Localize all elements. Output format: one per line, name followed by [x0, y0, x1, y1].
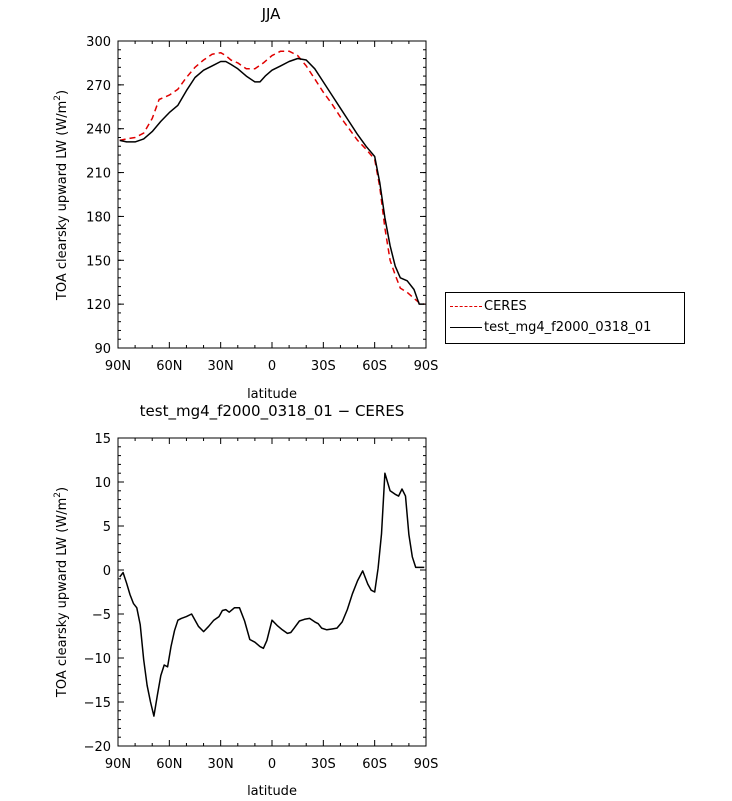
bottom-x-tick-label: 30S — [311, 757, 336, 772]
bottom-x-tick-label: 0 — [268, 757, 276, 772]
bottom-y-tick-label: −20 — [84, 740, 111, 755]
bottom-plot-frame — [117, 437, 427, 747]
top-y-tick-label: 210 — [86, 167, 111, 182]
bottom-y-tick-label: 5 — [103, 520, 111, 535]
top-chart-title: JJA — [261, 5, 282, 23]
bottom-y-tick-label: −5 — [92, 608, 111, 623]
top-y-tick-label: 270 — [86, 79, 111, 94]
top-x-tick-label: 90N — [105, 359, 131, 374]
bottom-x-tick-label: 90S — [414, 757, 439, 772]
top-y-tick-labels: 90 120 150 180 210 240 270 300 — [86, 35, 111, 357]
top-x-tick-label: 0 — [268, 359, 276, 374]
top-x-tick-label: 30N — [208, 359, 234, 374]
bottom-panel: test_mg4_f2000_0318_01 − CERES 90N 60N 30N… — [53, 402, 438, 799]
bottom-y-tick-label: 10 — [94, 476, 111, 491]
top-y-tick-label: 90 — [94, 342, 111, 357]
bottom-y-axis-label: TOA clearsky upward LW (W/m2) — [53, 487, 70, 698]
bottom-series-lines — [119, 472, 425, 717]
top-y-axis-label-sup: 2 — [53, 95, 63, 101]
legend-label-ceres: CERES — [484, 299, 527, 314]
bottom-y-tick-labels: −20 −15 −10 −5 0 5 10 15 — [84, 432, 111, 755]
bottom-y-axis-label-end: ) — [55, 487, 70, 492]
legend-label-model: test_mg4_f2000_0318_01 — [484, 320, 652, 335]
bottom-y-tick-label: 0 — [103, 564, 111, 579]
top-x-tick-label: 60N — [156, 359, 182, 374]
top-ticks — [117, 40, 427, 349]
bottom-x-tick-label: 30N — [208, 757, 234, 772]
legend-swatch-ceres — [450, 306, 482, 307]
top-y-tick-label: 300 — [86, 35, 111, 50]
bottom-ticks — [117, 437, 427, 747]
legend: CERES test_mg4_f2000_0318_01 — [445, 292, 685, 344]
bottom-x-tick-labels: 90N 60N 30N 0 30S 60S 90S — [105, 757, 439, 772]
top-y-tick-label: 120 — [86, 298, 111, 313]
bottom-x-tick-label: 60S — [362, 757, 387, 772]
top-y-tick-label: 180 — [86, 210, 111, 225]
bottom-chart-title: test_mg4_f2000_0318_01 − CERES — [140, 402, 405, 421]
bottom-x-tick-label: 90N — [105, 757, 131, 772]
bottom-x-tick-label: 60N — [156, 757, 182, 772]
legend-swatch-model — [450, 327, 482, 328]
top-series-lines — [119, 50, 425, 305]
top-x-axis-label: latitude — [247, 387, 297, 402]
bottom-y-tick-label: −10 — [84, 652, 111, 667]
top-y-axis-label: TOA clearsky upward LW (W/m2) — [53, 90, 70, 301]
top-series-line-0 — [119, 50, 425, 305]
top-series-line-1 — [119, 57, 425, 305]
top-y-axis-label-end: ) — [55, 90, 70, 95]
legend-item-ceres: CERES — [446, 298, 684, 316]
legend-item-model: test_mg4_f2000_0318_01 — [446, 319, 684, 337]
bottom-y-tick-label: −15 — [84, 696, 111, 711]
bottom-y-axis-label-main: TOA clearsky upward LW (W/m — [55, 498, 70, 698]
top-panel: JJA 90N 60N 30N 0 30S 60S 90S 90 120 150 180 210 24… — [53, 5, 438, 402]
top-x-tick-label: 60S — [362, 359, 387, 374]
top-y-tick-label: 150 — [86, 254, 111, 269]
bottom-y-axis-label-sup: 2 — [53, 492, 63, 498]
top-x-tick-label: 90S — [414, 359, 439, 374]
bottom-series-line-0 — [119, 472, 425, 717]
top-x-tick-label: 30S — [311, 359, 336, 374]
top-y-tick-label: 240 — [86, 123, 111, 138]
bottom-x-axis-label: latitude — [247, 784, 297, 799]
top-plot-frame — [117, 40, 427, 349]
top-x-tick-labels: 90N 60N 30N 0 30S 60S 90S — [105, 359, 439, 374]
top-y-axis-label-main: TOA clearsky upward LW (W/m — [55, 101, 70, 301]
bottom-y-tick-label: 15 — [94, 432, 111, 447]
